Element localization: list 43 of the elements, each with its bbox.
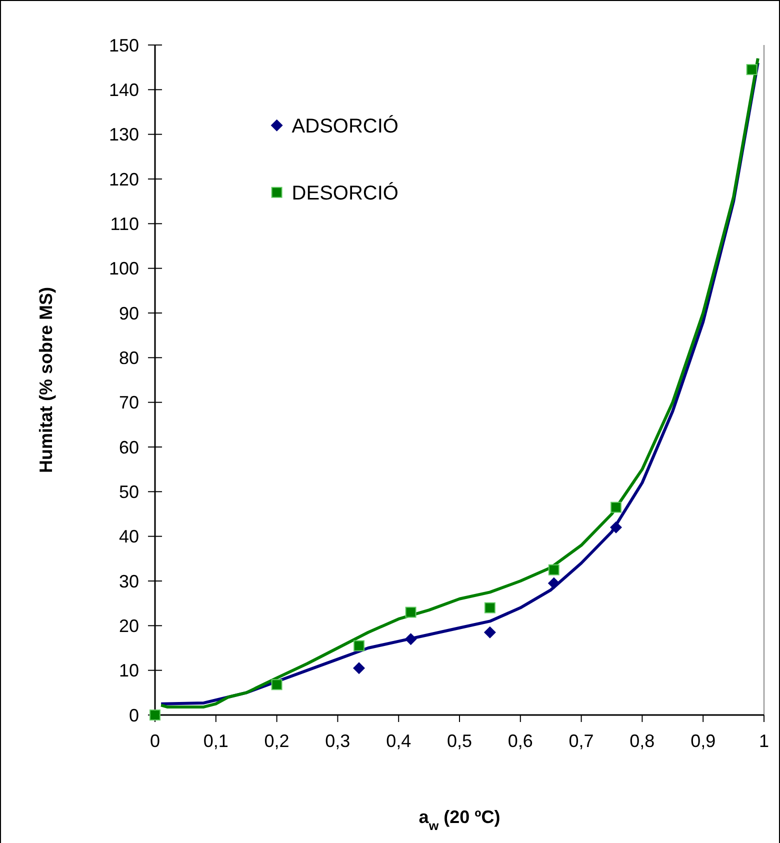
y-tick-label: 140: [108, 80, 139, 100]
point: [610, 521, 622, 534]
y-axis-title: Humitat (% sobre MS): [36, 286, 56, 474]
point: [404, 633, 417, 646]
point: [353, 662, 366, 674]
x-tick-label: 0,4: [386, 731, 412, 751]
y-tick-label: 40: [118, 526, 139, 547]
x-tick-label: 0,2: [264, 731, 290, 751]
point: [610, 502, 622, 513]
point: [271, 679, 282, 690]
y-tick-label: 80: [118, 348, 139, 368]
x-tick-label: 1: [758, 731, 770, 751]
y-tick-label: 20: [118, 616, 139, 636]
point: [354, 640, 365, 652]
y-tick-label: 100: [108, 258, 139, 279]
y-tick-label: 110: [110, 214, 139, 234]
x-tick-label: 0,8: [630, 731, 655, 751]
x-tick-label: 0: [150, 731, 160, 751]
x-tick-label: 0,7: [568, 731, 594, 751]
y-tick-label: 30: [118, 571, 139, 592]
x-tick-label: 0,3: [325, 731, 350, 751]
y-tick-label: 120: [108, 169, 139, 190]
y-tick-label: 150: [108, 35, 139, 56]
point: [548, 564, 560, 576]
y-tick-label: 50: [118, 482, 139, 502]
x-axis-title: a$_{w}$ (20 ºC): [418, 807, 500, 833]
y-tick-label: 0: [128, 705, 139, 726]
point: [746, 64, 758, 76]
y-tick-label: 10: [118, 660, 139, 681]
point: [484, 602, 496, 614]
y-tick-label: 90: [118, 303, 139, 324]
legend-label: ADSORCIÓ: [292, 114, 398, 138]
x-tick-label: 0,9: [690, 731, 716, 751]
x-tick-label: 0,1: [203, 731, 228, 751]
x-tick-label: 0,5: [446, 731, 472, 751]
y-tick-label: 70: [118, 392, 139, 413]
point: [548, 577, 560, 590]
point: [484, 626, 496, 638]
legend-label: DESORCIÓ: [292, 181, 398, 204]
x-tick-label: 0,6: [508, 731, 533, 751]
y-tick-label: 60: [118, 437, 139, 458]
y-tick-label: 130: [108, 124, 139, 145]
point: [405, 606, 416, 618]
